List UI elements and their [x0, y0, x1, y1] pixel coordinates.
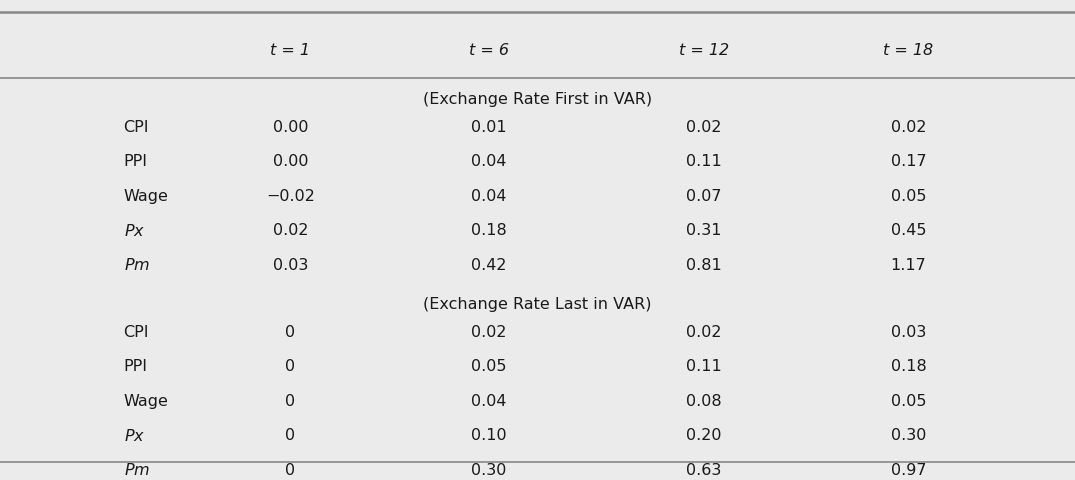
Text: 1.17: 1.17: [890, 258, 927, 273]
Text: 0: 0: [285, 359, 296, 374]
Text: 0.03: 0.03: [273, 258, 307, 273]
Text: 0.03: 0.03: [891, 324, 926, 340]
Text: PPI: PPI: [124, 154, 147, 169]
Text: $P$$x$: $P$$x$: [124, 223, 145, 239]
Text: 0.00: 0.00: [272, 120, 309, 135]
Text: 0.81: 0.81: [686, 258, 722, 273]
Text: 0.01: 0.01: [471, 120, 507, 135]
Text: 0.63: 0.63: [687, 463, 721, 478]
Text: 0.20: 0.20: [686, 428, 722, 444]
Text: t = 1: t = 1: [270, 43, 311, 58]
Text: 0.11: 0.11: [686, 154, 722, 169]
Text: (Exchange Rate First in VAR): (Exchange Rate First in VAR): [422, 92, 653, 107]
Text: 0.97: 0.97: [890, 463, 927, 478]
Text: t = 12: t = 12: [679, 43, 729, 58]
Text: 0: 0: [285, 428, 296, 444]
Text: $P$$m$: $P$$m$: [124, 462, 149, 479]
Text: 0.18: 0.18: [890, 359, 927, 374]
Text: 0.45: 0.45: [890, 223, 927, 239]
Text: $P$$m$: $P$$m$: [124, 257, 149, 274]
Text: 0.04: 0.04: [471, 189, 507, 204]
Text: 0.10: 0.10: [471, 428, 507, 444]
Text: 0.18: 0.18: [471, 223, 507, 239]
Text: 0: 0: [285, 324, 296, 340]
Text: 0.02: 0.02: [686, 120, 722, 135]
Text: 0.05: 0.05: [890, 394, 927, 409]
Text: t = 6: t = 6: [469, 43, 510, 58]
Text: $P$$x$: $P$$x$: [124, 428, 145, 444]
Text: Wage: Wage: [124, 394, 169, 409]
Text: 0.31: 0.31: [686, 223, 722, 239]
Text: 0.30: 0.30: [891, 428, 926, 444]
Text: 0: 0: [285, 463, 296, 478]
Text: 0.11: 0.11: [686, 359, 722, 374]
Text: (Exchange Rate Last in VAR): (Exchange Rate Last in VAR): [424, 297, 651, 312]
Text: 0.04: 0.04: [471, 154, 507, 169]
Text: 0.00: 0.00: [272, 154, 309, 169]
Text: 0.08: 0.08: [686, 394, 722, 409]
Text: 0.02: 0.02: [471, 324, 507, 340]
Text: 0.04: 0.04: [471, 394, 507, 409]
Text: PPI: PPI: [124, 359, 147, 374]
Text: 0.02: 0.02: [890, 120, 927, 135]
Text: t = 18: t = 18: [884, 43, 933, 58]
Text: 0.07: 0.07: [686, 189, 722, 204]
Text: 0.17: 0.17: [890, 154, 927, 169]
Text: Wage: Wage: [124, 189, 169, 204]
Text: CPI: CPI: [124, 120, 149, 135]
Text: 0.05: 0.05: [471, 359, 507, 374]
Text: 0: 0: [285, 394, 296, 409]
Text: 0.30: 0.30: [472, 463, 506, 478]
Text: 0.42: 0.42: [471, 258, 507, 273]
Text: CPI: CPI: [124, 324, 149, 340]
Text: 0.02: 0.02: [272, 223, 309, 239]
Text: 0.05: 0.05: [890, 189, 927, 204]
Text: 0.02: 0.02: [686, 324, 722, 340]
Text: −0.02: −0.02: [266, 189, 315, 204]
